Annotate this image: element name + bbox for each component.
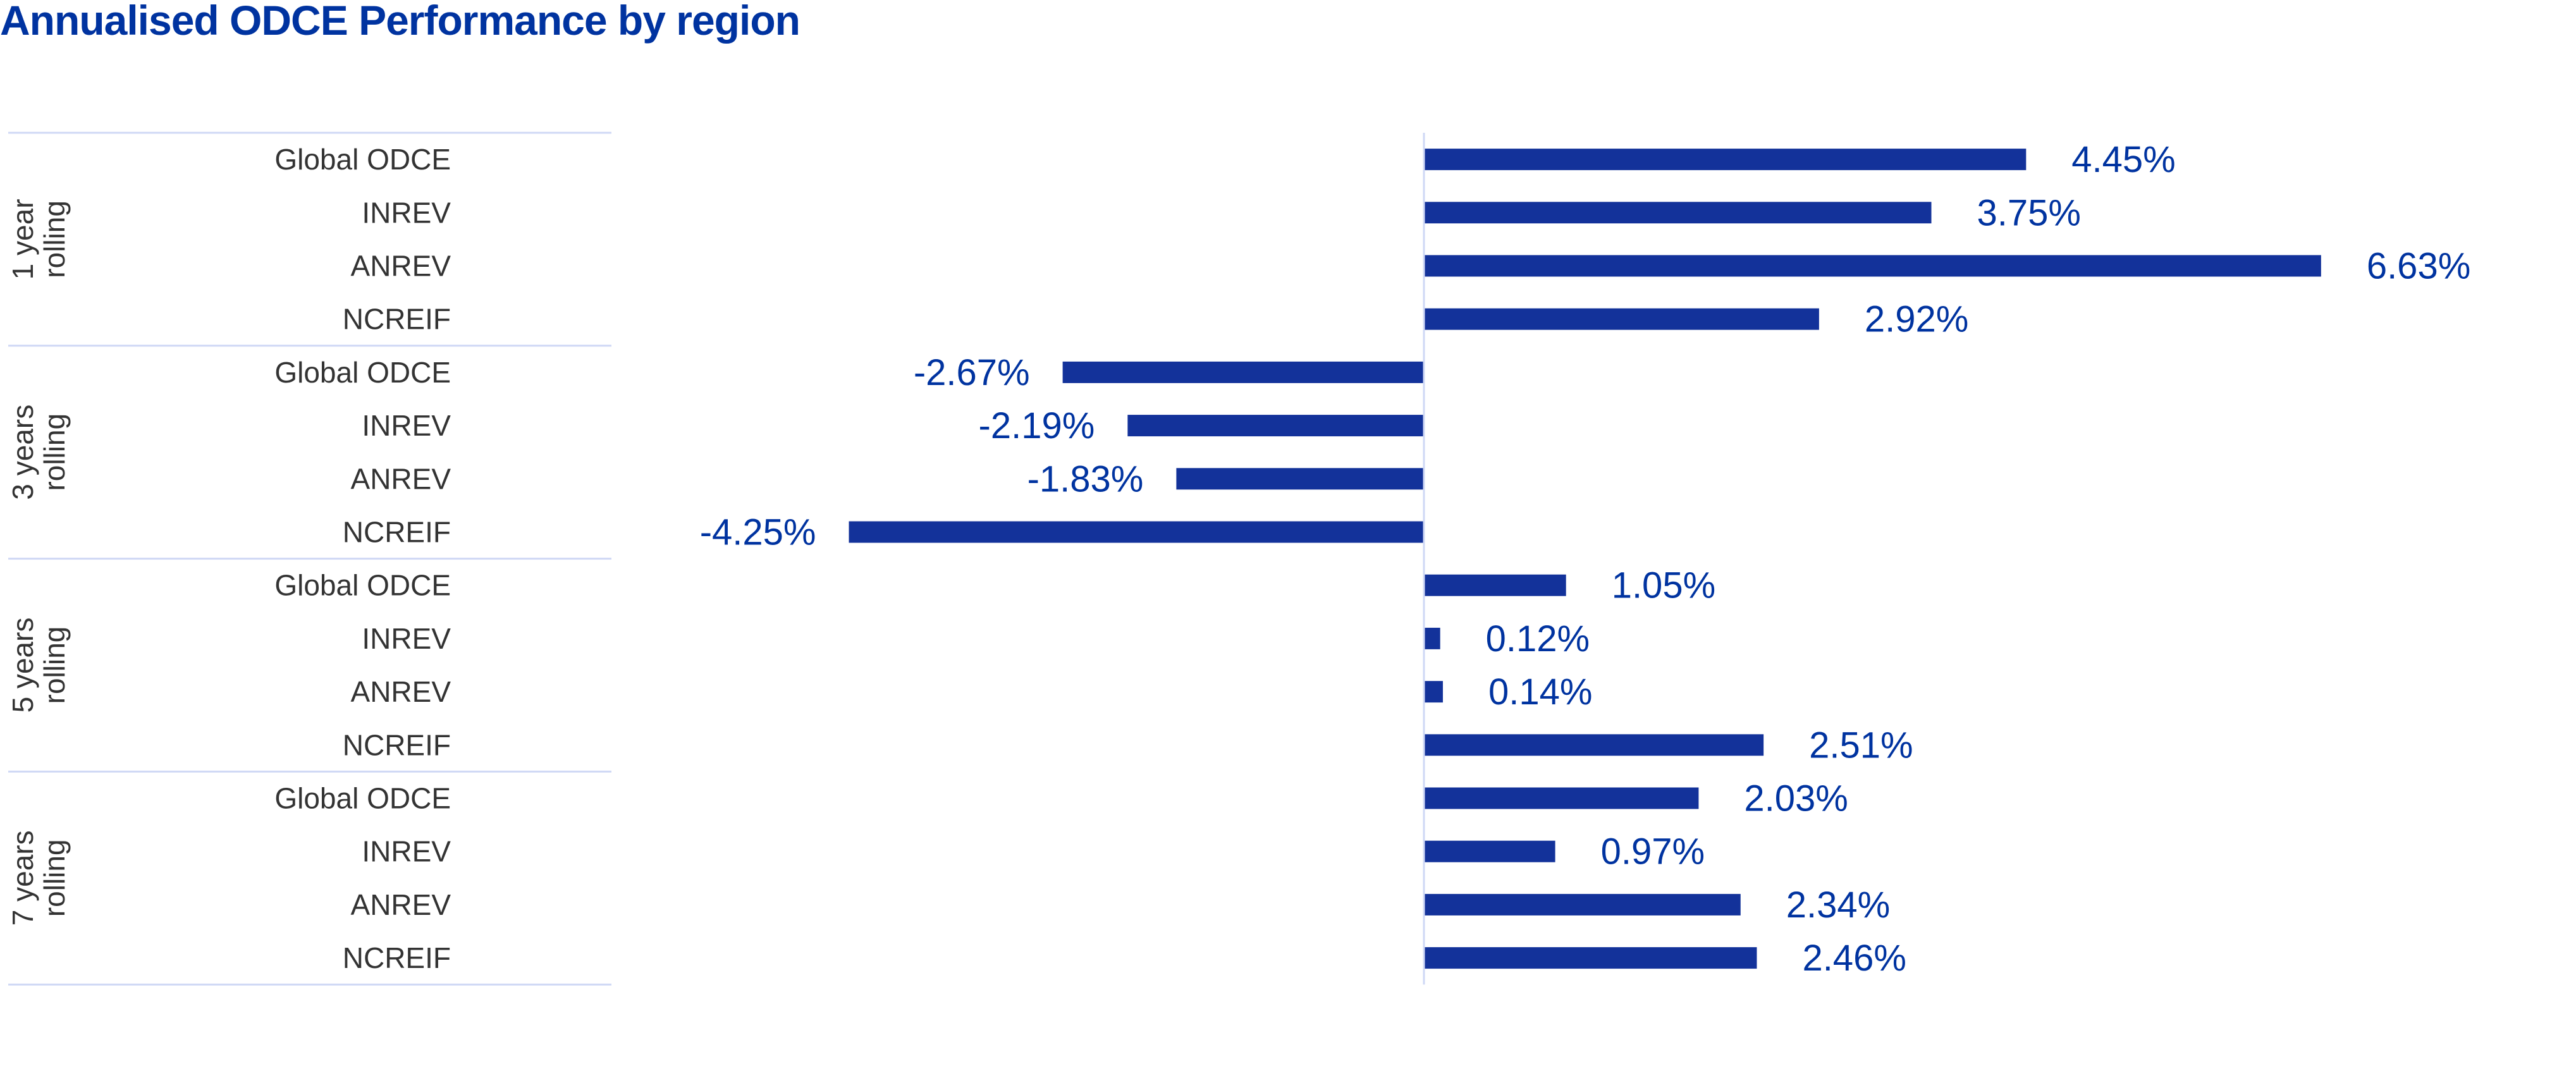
group-label-line: rolling bbox=[38, 413, 71, 491]
category-label: ANREV bbox=[351, 675, 451, 708]
data-label: -1.83% bbox=[1027, 458, 1144, 499]
category-label: Global ODCE bbox=[274, 143, 451, 176]
category-label: NCREIF bbox=[343, 728, 451, 761]
bar bbox=[1424, 734, 1764, 756]
data-label: 0.14% bbox=[1488, 671, 1592, 713]
data-label: 2.92% bbox=[1865, 299, 1968, 340]
data-label: -2.67% bbox=[914, 352, 1030, 393]
bar bbox=[1424, 627, 1440, 649]
bar bbox=[1424, 787, 1699, 809]
bar bbox=[1424, 947, 1757, 969]
bar bbox=[849, 521, 1424, 543]
bar bbox=[1424, 255, 2321, 277]
group-label-line: 7 years bbox=[6, 830, 39, 926]
category-label: NCREIF bbox=[343, 303, 451, 336]
bar bbox=[1424, 149, 2027, 171]
category-label: NCREIF bbox=[343, 941, 451, 974]
bar bbox=[1062, 361, 1424, 383]
data-label: 0.12% bbox=[1486, 618, 1590, 659]
bar bbox=[1424, 893, 1741, 915]
data-label: 1.05% bbox=[1612, 565, 1715, 606]
data-label: 2.51% bbox=[1809, 725, 1913, 766]
category-label: INREV bbox=[362, 409, 451, 442]
category-label: ANREV bbox=[351, 250, 451, 283]
data-label: -2.19% bbox=[979, 405, 1095, 446]
bar bbox=[1424, 681, 1443, 703]
bar bbox=[1424, 308, 1819, 330]
bar bbox=[1424, 840, 1555, 862]
bar bbox=[1176, 468, 1424, 490]
data-label: 0.97% bbox=[1601, 831, 1705, 873]
group-label-line: rolling bbox=[38, 200, 71, 278]
group-label-line: 1 year bbox=[6, 199, 39, 279]
category-label: NCREIF bbox=[343, 516, 451, 549]
category-label: INREV bbox=[362, 835, 451, 868]
group-label: 1 yearrolling bbox=[6, 199, 71, 279]
category-label: Global ODCE bbox=[274, 782, 451, 815]
group-label: 5 yearsrolling bbox=[6, 618, 71, 713]
category-label: Global ODCE bbox=[274, 569, 451, 602]
group-label-line: 3 years bbox=[6, 405, 39, 500]
data-label: 2.03% bbox=[1744, 778, 1848, 819]
bar bbox=[1127, 415, 1424, 437]
data-label: 6.63% bbox=[2367, 246, 2470, 287]
data-label: 2.34% bbox=[1786, 885, 1890, 926]
group-label: 3 yearsrolling bbox=[6, 405, 71, 500]
data-label: -4.25% bbox=[700, 512, 816, 553]
chart-title: Annualised ODCE Performance by region bbox=[0, 0, 800, 44]
category-label: INREV bbox=[362, 622, 451, 655]
group-label-line: 5 years bbox=[6, 618, 39, 713]
bar bbox=[1424, 202, 1932, 224]
bar bbox=[1424, 574, 1566, 596]
group-label-line: rolling bbox=[38, 839, 71, 917]
category-label: ANREV bbox=[351, 462, 451, 495]
data-label: 2.46% bbox=[1802, 938, 1906, 979]
category-label: INREV bbox=[362, 196, 451, 229]
category-label: Global ODCE bbox=[274, 356, 451, 389]
data-label: 3.75% bbox=[1977, 192, 2081, 233]
group-label: 7 yearsrolling bbox=[6, 830, 71, 926]
category-label: ANREV bbox=[351, 888, 451, 921]
group-label-line: rolling bbox=[38, 627, 71, 704]
data-label: 4.45% bbox=[2071, 139, 2175, 180]
